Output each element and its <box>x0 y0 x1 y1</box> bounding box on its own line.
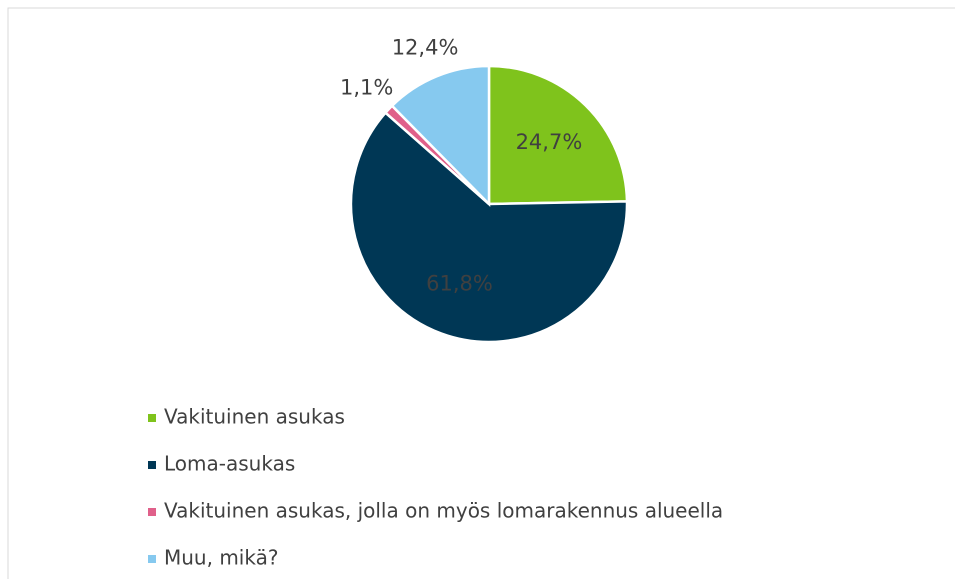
legend-label: Loma-asukas <box>164 452 295 476</box>
pie-slice <box>487 64 629 206</box>
legend-swatch <box>148 555 156 563</box>
data-label: 61,8% <box>426 271 493 295</box>
data-label: 1,1% <box>340 75 393 99</box>
legend-label: Muu, mikä? <box>164 546 278 570</box>
legend-swatch <box>148 414 156 422</box>
pie-slice <box>349 110 629 344</box>
legend-swatch <box>148 508 156 516</box>
legend-swatch <box>148 461 156 469</box>
legend-label: Vakituinen asukas <box>164 405 345 429</box>
data-label: 12,4% <box>392 35 459 59</box>
data-label: 24,7% <box>516 130 583 154</box>
legend-label: Vakituinen asukas, jolla on myös lomarak… <box>164 499 723 523</box>
pie-slice <box>390 64 491 208</box>
